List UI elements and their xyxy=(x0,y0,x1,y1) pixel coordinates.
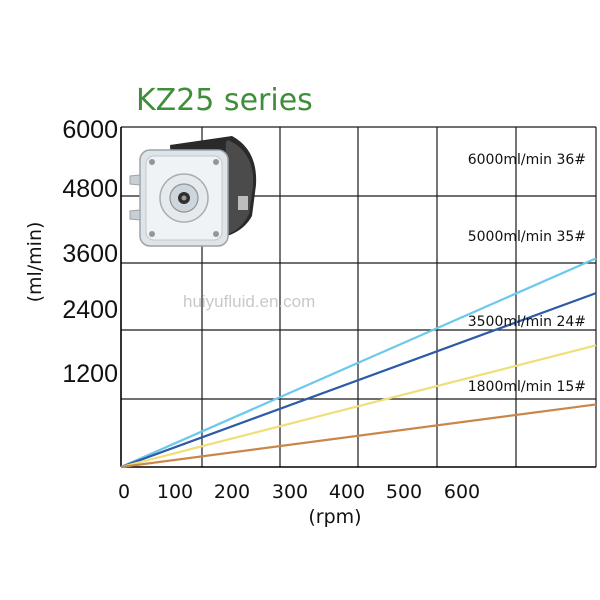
series-lines xyxy=(120,257,597,469)
y-axis-label: (ml/min) xyxy=(24,222,46,303)
series-line xyxy=(120,344,597,469)
y-tick-label: 6000 xyxy=(62,116,118,144)
y-tick-label: 4800 xyxy=(62,175,118,203)
y-tick-label: 3600 xyxy=(62,240,118,268)
chart-title: KZ25 series xyxy=(136,83,313,118)
y-tick-label: 1200 xyxy=(62,360,118,388)
series-label: 6000ml/min 36# xyxy=(468,152,586,168)
grid xyxy=(120,126,597,468)
series-line xyxy=(120,257,597,469)
series-line xyxy=(120,292,597,469)
x-tick-label: 400 xyxy=(329,481,365,503)
x-tick-label: 0 xyxy=(118,481,130,503)
y-tick-label: 2400 xyxy=(62,296,118,324)
x-axis-label: (rpm) xyxy=(308,506,361,528)
x-tick-label: 600 xyxy=(444,481,480,503)
labels: 1200 2400 3600 4800 6000 0 100 200 300 400 500 600 (… xyxy=(24,116,586,528)
series-label: 3500ml/min 24# xyxy=(468,314,586,330)
series-label: 1800ml/min 15# xyxy=(468,379,586,395)
series-label: 5000ml/min 35# xyxy=(468,229,586,245)
series-line xyxy=(120,403,597,469)
x-tick-label: 500 xyxy=(386,481,422,503)
x-tick-label: 200 xyxy=(214,481,250,503)
x-tick-label: 100 xyxy=(157,481,193,503)
watermark-text: huiyufluid.en.com xyxy=(183,292,315,311)
x-tick-label: 300 xyxy=(272,481,308,503)
peristaltic-pump-head-icon xyxy=(129,136,257,247)
